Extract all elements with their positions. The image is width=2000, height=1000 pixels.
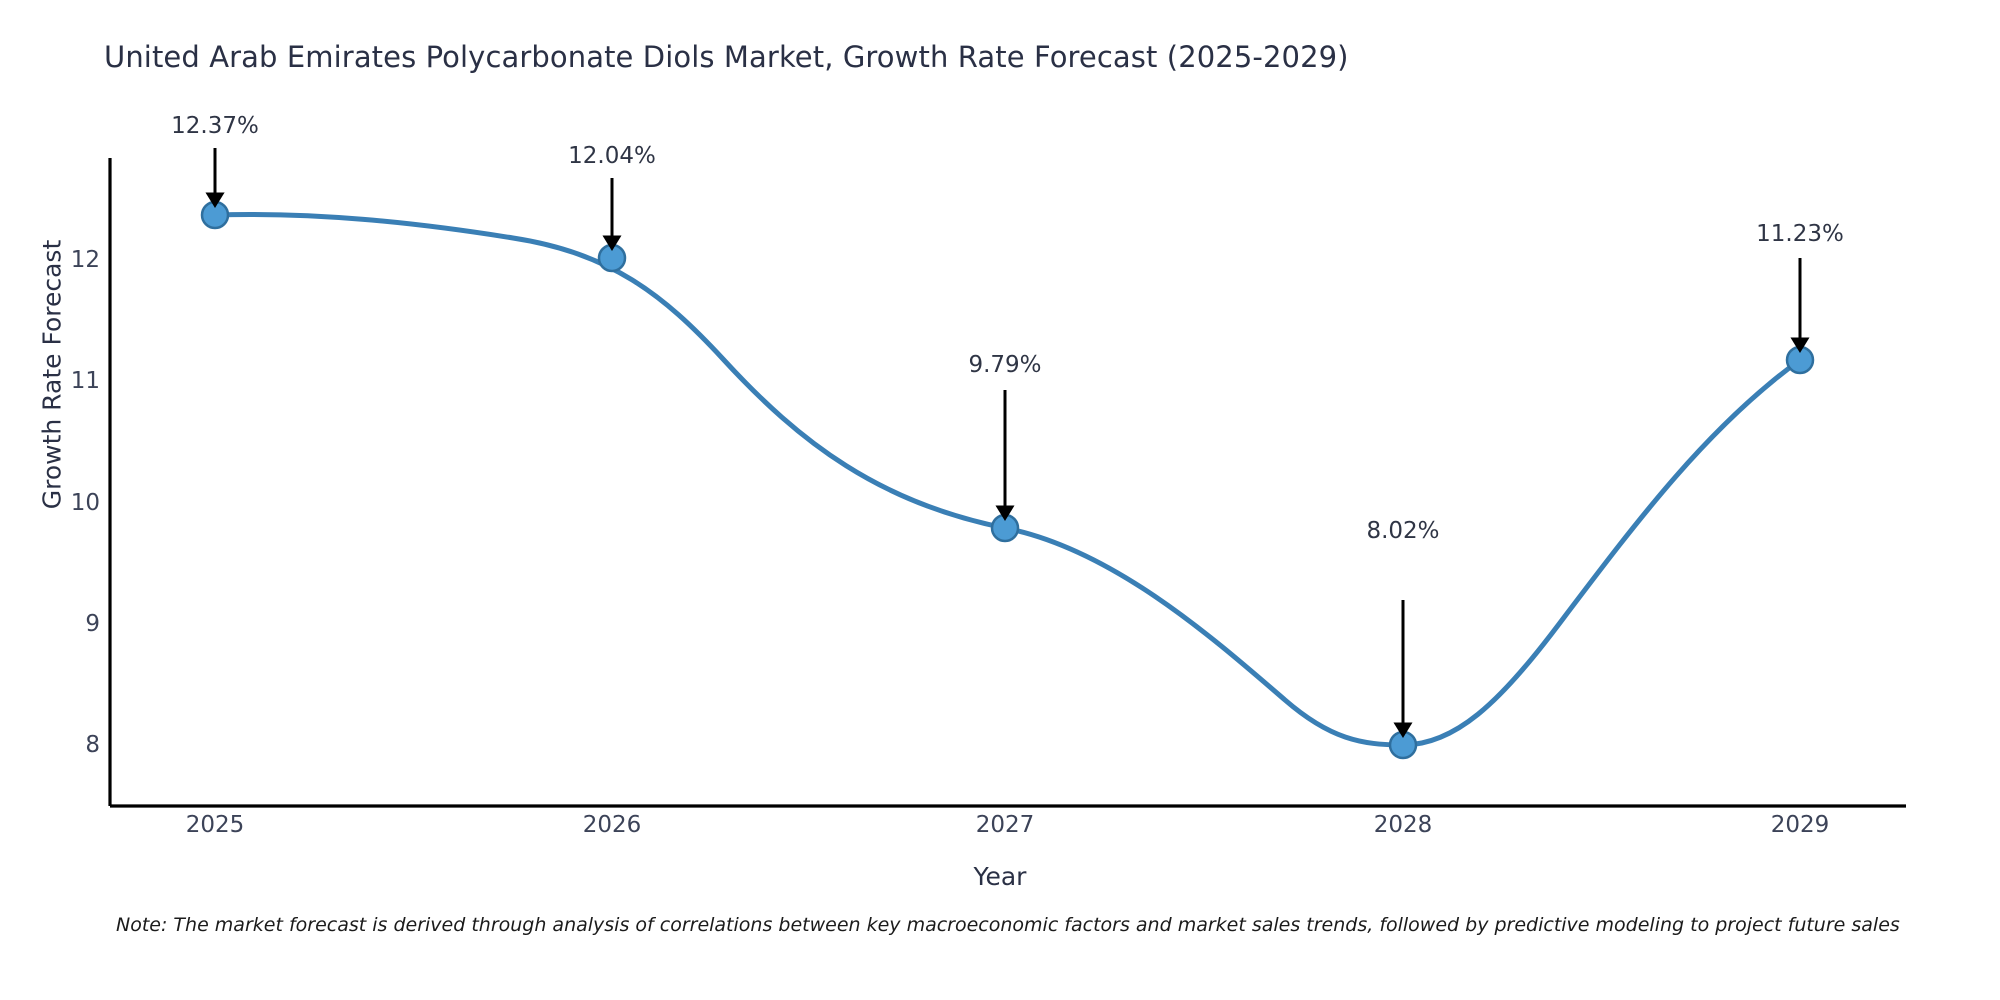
chart-footnote: Note: The market forecast is derived thr… xyxy=(116,914,1900,936)
x-tick-label-2026: 2026 xyxy=(582,812,642,838)
data-label-2028: 8.02% xyxy=(1366,518,1440,544)
x-tick-label-2028: 2028 xyxy=(1373,812,1433,838)
y-tick-label-9: 9 xyxy=(85,611,100,637)
data-point-2026[interactable] xyxy=(597,243,627,273)
data-label-2025: 12.37% xyxy=(171,113,259,139)
x-tick-label-2027: 2027 xyxy=(975,812,1035,838)
y-tick-label-10: 10 xyxy=(70,490,100,516)
data-point-2029[interactable] xyxy=(1785,345,1815,375)
annotation-arrows xyxy=(205,148,1810,738)
data-label-2029: 11.23% xyxy=(1756,221,1844,247)
data-point-2028[interactable] xyxy=(1388,730,1418,760)
data-label-2026: 12.04% xyxy=(568,143,656,169)
data-label-2027: 9.79% xyxy=(968,352,1042,378)
x-tick-label-2025: 2025 xyxy=(185,812,245,838)
data-point-2027[interactable] xyxy=(990,513,1020,543)
x-axis-title: Year xyxy=(973,862,1027,891)
y-tick-label-11: 11 xyxy=(70,368,100,394)
series-markers xyxy=(200,200,1815,760)
x-tick-label-2029: 2029 xyxy=(1770,812,1830,838)
chart-title: United Arab Emirates Polycarbonate Diols… xyxy=(104,40,1349,74)
series-line-growth-rate xyxy=(212,211,1803,748)
data-point-2025[interactable] xyxy=(200,200,230,230)
y-tick-label-8: 8 xyxy=(85,732,100,758)
y-tick-label-12: 12 xyxy=(70,247,100,273)
